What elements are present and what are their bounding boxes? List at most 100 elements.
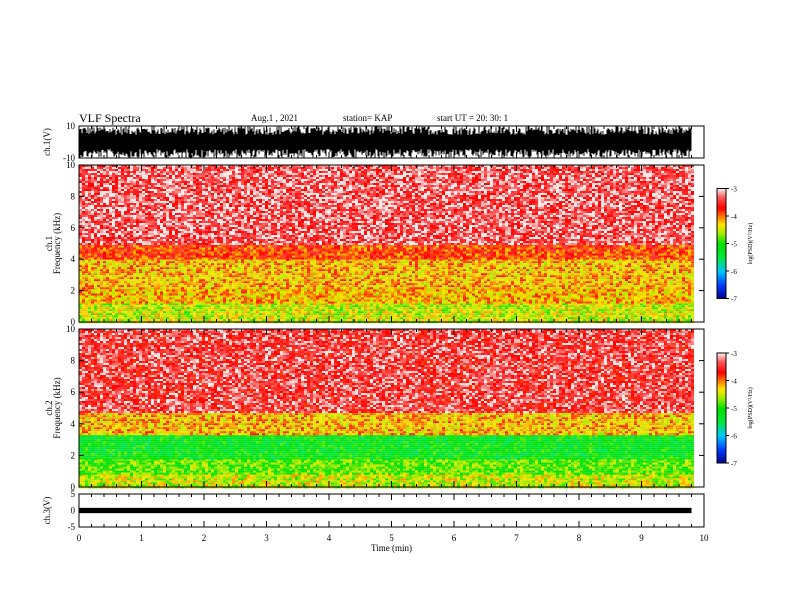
spectrogram-cell xyxy=(178,293,181,296)
spectrogram-cell xyxy=(199,263,202,266)
spectrogram-cell xyxy=(82,293,85,296)
spectrogram-cell xyxy=(535,307,538,310)
spectrogram-cell xyxy=(298,301,301,304)
spectrogram-cell xyxy=(337,295,340,298)
spectrogram-cell xyxy=(442,297,445,300)
spectrogram-cell xyxy=(616,289,619,292)
spectrogram-cell xyxy=(613,261,616,264)
spectrogram-cell xyxy=(331,299,334,302)
spectrogram-cell xyxy=(397,319,400,322)
spectrogram-cell xyxy=(247,319,250,322)
spectrogram-cell xyxy=(382,289,385,292)
spectrogram-cell xyxy=(448,291,451,294)
spectrogram-cell xyxy=(253,309,256,312)
spectrogram-cell xyxy=(655,299,658,302)
spectrogram-cell xyxy=(352,305,355,308)
spectrogram-cell xyxy=(469,289,472,292)
spectrogram-cell xyxy=(601,263,604,266)
spectrogram-cell xyxy=(94,319,97,322)
spectrogram-cell xyxy=(550,263,553,266)
spectrogram-cell xyxy=(106,259,109,262)
spectrogram-cell xyxy=(376,311,379,314)
spectrogram-cell xyxy=(589,303,592,306)
spectrogram-cell xyxy=(670,309,673,312)
spectrogram-cell xyxy=(601,295,604,298)
spectrogram-cell xyxy=(520,317,523,320)
spectrogram-cell xyxy=(673,261,676,264)
spectrogram-cell xyxy=(415,289,418,292)
spectrogram-cell xyxy=(205,297,208,300)
spectrogram-cell xyxy=(316,315,319,318)
spectrogram-cell xyxy=(229,295,232,298)
spectrogram-cell xyxy=(250,299,253,302)
spectrogram-cell xyxy=(358,299,361,302)
spectrogram-cell xyxy=(175,265,178,268)
spectrogram-cell xyxy=(667,319,670,322)
spectrogram-cell xyxy=(625,289,628,292)
spectrogram-cell xyxy=(223,299,226,302)
spectrogram-cell xyxy=(388,295,391,298)
spectrogram-cell xyxy=(217,261,220,264)
spectrogram-cell xyxy=(346,313,349,316)
spectrogram-cell xyxy=(286,309,289,312)
spectrogram-cell xyxy=(385,259,388,262)
spectrogram-cell xyxy=(133,259,136,262)
spectrogram-cell xyxy=(577,309,580,312)
spectrogram-cell xyxy=(559,303,562,306)
spectrogram-cell xyxy=(379,295,382,298)
spectrogram-cell xyxy=(310,317,313,320)
spectrogram-cell xyxy=(187,291,190,294)
spectrogram-cell xyxy=(682,289,685,292)
spectrogram-cell xyxy=(376,313,379,316)
spectrogram-cell xyxy=(163,319,166,322)
spectrogram-cell xyxy=(238,309,241,312)
spectrogram-cell xyxy=(364,317,367,320)
spectrogram-cell xyxy=(310,299,313,302)
spectrogram-cell xyxy=(508,319,511,322)
spectrogram-cell xyxy=(433,319,436,322)
spectrogram-cell xyxy=(472,307,475,310)
spectrogram-cell xyxy=(97,259,100,262)
spectrogram-cell xyxy=(487,313,490,316)
spectrogram-cell xyxy=(337,303,340,306)
spectrogram-cell xyxy=(676,289,679,292)
spectrogram-cell xyxy=(367,297,370,300)
spectrogram-cell xyxy=(532,319,535,322)
spectrogram-cell xyxy=(274,299,277,302)
spectrogram-cell xyxy=(184,315,187,318)
spectrogram-cell xyxy=(652,307,655,310)
spectrogram-cell xyxy=(163,297,166,300)
spectrogram-cell xyxy=(622,295,625,298)
spectrogram-cell xyxy=(616,317,619,320)
spectrogram-cell xyxy=(289,313,292,316)
spectrogram-cell xyxy=(181,299,184,302)
spectrogram-cell xyxy=(493,297,496,300)
spectrogram-cell xyxy=(319,309,322,312)
spectrogram-cell xyxy=(457,303,460,306)
spectrogram-cell xyxy=(400,297,403,300)
spectrogram-cell xyxy=(187,307,190,310)
spectrogram-cell xyxy=(445,313,448,316)
spectrogram-cell xyxy=(97,303,100,306)
spectrogram-cell xyxy=(598,319,601,322)
spectrogram-cell xyxy=(343,303,346,306)
spectrogram-cell xyxy=(580,293,583,296)
spectrogram-cell xyxy=(658,315,661,318)
spectrogram-cell xyxy=(355,305,358,308)
spectrogram-cell xyxy=(442,313,445,316)
spectrogram-cell xyxy=(208,315,211,318)
spectrogram-cell xyxy=(322,311,325,314)
spectrogram-cell xyxy=(589,291,592,294)
spectrogram-cell xyxy=(94,291,97,294)
spectrogram-cell xyxy=(85,295,88,298)
spectrogram-cell xyxy=(241,289,244,292)
spectrogram-cell xyxy=(682,261,685,264)
spectrogram-cell xyxy=(406,311,409,314)
spectrogram-cell xyxy=(616,295,619,298)
spectrogram-cell xyxy=(454,297,457,300)
spectrogram-cell xyxy=(487,317,490,320)
spectrogram-cell xyxy=(133,263,136,266)
spectrogram-cell xyxy=(355,315,358,318)
spectrogram-cell xyxy=(217,265,220,268)
spectrogram-cell xyxy=(487,299,490,302)
